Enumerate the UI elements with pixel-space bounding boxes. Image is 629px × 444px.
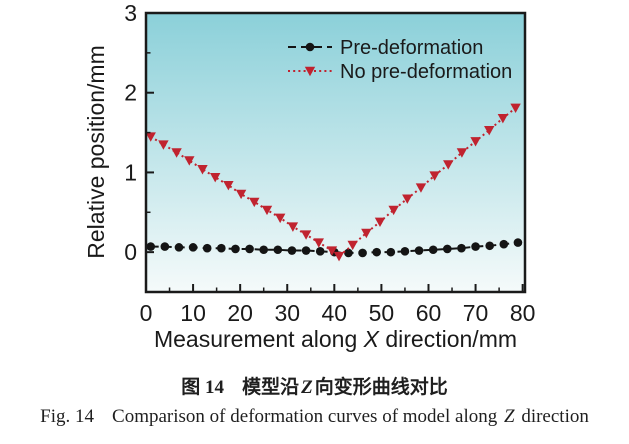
caption-en-number: Fig. 14 [40, 406, 94, 427]
svg-text:3: 3 [124, 0, 137, 26]
caption-en-text-post: direction [516, 406, 589, 427]
caption-cn-number: 图 14 [181, 377, 225, 398]
caption-cn-text-post: 向变形曲线对比 [314, 377, 448, 398]
caption-cn-variable: Z [301, 377, 313, 398]
svg-text:No pre-deformation: No pre-deformation [340, 61, 512, 83]
svg-text:2: 2 [124, 80, 137, 106]
caption-en-variable: Z [503, 406, 515, 427]
svg-text:70: 70 [463, 300, 489, 326]
svg-text:30: 30 [274, 300, 300, 326]
svg-text:50: 50 [369, 300, 395, 326]
svg-text:10: 10 [180, 300, 206, 326]
caption-chinese: 图 14 模型沿 Z 向变形曲线对比 [0, 372, 629, 399]
caption-en-text-pre: Comparison of deformation curves of mode… [112, 406, 502, 427]
deformation-chart: 0 10 20 30 40 50 60 70 80 0 1 2 3 Measurement along X… [83, 0, 536, 352]
svg-text:0: 0 [140, 300, 153, 326]
caption-cn-text-pre: 模型沿 [242, 377, 300, 398]
svg-text:1: 1 [124, 159, 137, 185]
y-axis: 0 1 2 3 [124, 0, 154, 293]
plot-border [144, 11, 527, 294]
svg-text:Pre-deformation: Pre-deformation [340, 37, 483, 59]
caption-english: Fig. 14 Comparison of deformation curves … [0, 406, 629, 428]
svg-text:0: 0 [124, 239, 137, 265]
y-axis-label: Relative position/mm [83, 45, 109, 258]
svg-text:80: 80 [510, 300, 536, 326]
x-axis: 0 10 20 30 40 50 60 70 80 [140, 284, 536, 326]
svg-text:Relative position/mm: Relative position/mm [83, 45, 109, 258]
x-axis-label: Measurement along X direction/mm [154, 326, 517, 352]
svg-text:Measurement along X direction/: Measurement along X direction/mm [154, 326, 517, 352]
svg-text:60: 60 [416, 300, 442, 326]
svg-text:40: 40 [322, 300, 348, 326]
series-no-pre-deformation [145, 103, 521, 262]
svg-text:20: 20 [227, 300, 253, 326]
